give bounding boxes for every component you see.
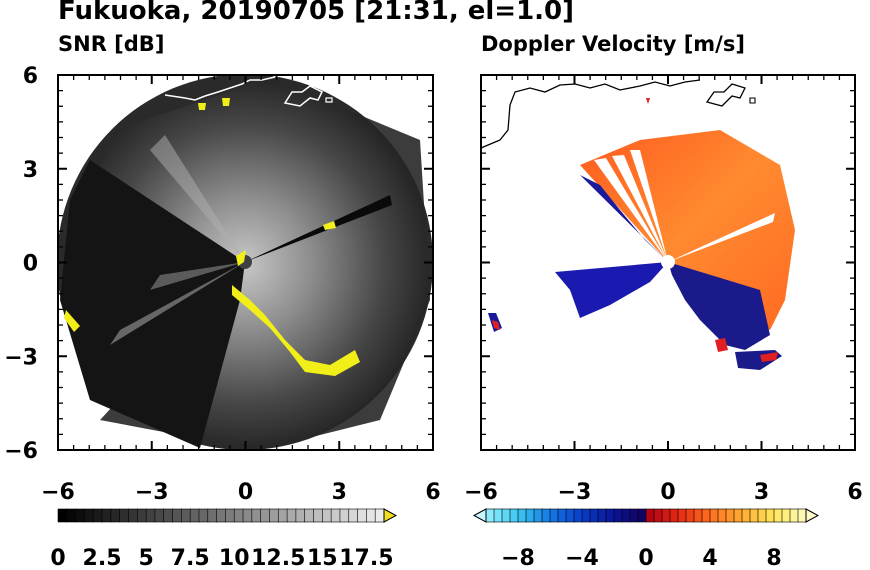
snr-colorbar-label: 17.5 [339, 546, 393, 570]
snr-dark-sector [60, 160, 245, 448]
velocity-approaching-se [668, 262, 770, 350]
strong-echo-band [232, 285, 360, 376]
y-tick-label: −6 [4, 439, 38, 464]
left-x-tick-label: −3 [135, 480, 169, 505]
right-x-tick-label: 6 [847, 480, 862, 505]
snr-colorbar-label: 15 [307, 546, 338, 570]
snr-colorbar [57, 508, 398, 523]
velocity-approaching-w [555, 262, 668, 318]
velocity-colorbar-label: 8 [766, 546, 781, 570]
right-x-tick-label: −3 [558, 480, 592, 505]
right-x-tick-label: −6 [464, 480, 498, 505]
snr-colorbar-label: 5 [138, 546, 153, 570]
y-tick-label: 6 [23, 64, 38, 89]
left-x-tick-label: 3 [332, 480, 347, 505]
velocity-panel [481, 79, 795, 370]
velocity-colorbar [472, 508, 820, 523]
coastline [164, 76, 276, 101]
right-panel-title: Doppler Velocity [m/s] [481, 32, 745, 56]
chart-title: Fukuoka, 20190705 [21:31, el=1.0] [58, 0, 575, 26]
snr-colorbar-label: 12.5 [251, 546, 305, 570]
y-tick-label: −3 [4, 345, 38, 370]
snr-panel [58, 75, 433, 450]
velocity-colorbar-label: −4 [565, 546, 599, 570]
left-panel-title: SNR [dB] [58, 32, 165, 56]
snr-colorbar-label: 2.5 [83, 546, 122, 570]
right-x-tick-label: 3 [754, 480, 769, 505]
right-x-tick-label: 0 [660, 480, 675, 505]
y-tick-label: 0 [23, 252, 38, 277]
snr-colorbar-label: 10 [219, 546, 250, 570]
left-x-tick-label: −6 [41, 480, 75, 505]
y-tick-label: 3 [23, 158, 38, 183]
left-x-tick-label: 0 [238, 480, 253, 505]
snr-colorbar-label: 7.5 [171, 546, 210, 570]
velocity-colorbar-label: −8 [501, 546, 535, 570]
left-x-tick-label: 6 [425, 480, 440, 505]
velocity-colorbar-label: 4 [702, 546, 717, 570]
velocity-colorbar-label: 0 [638, 546, 653, 570]
snr-colorbar-label: 0 [50, 546, 65, 570]
